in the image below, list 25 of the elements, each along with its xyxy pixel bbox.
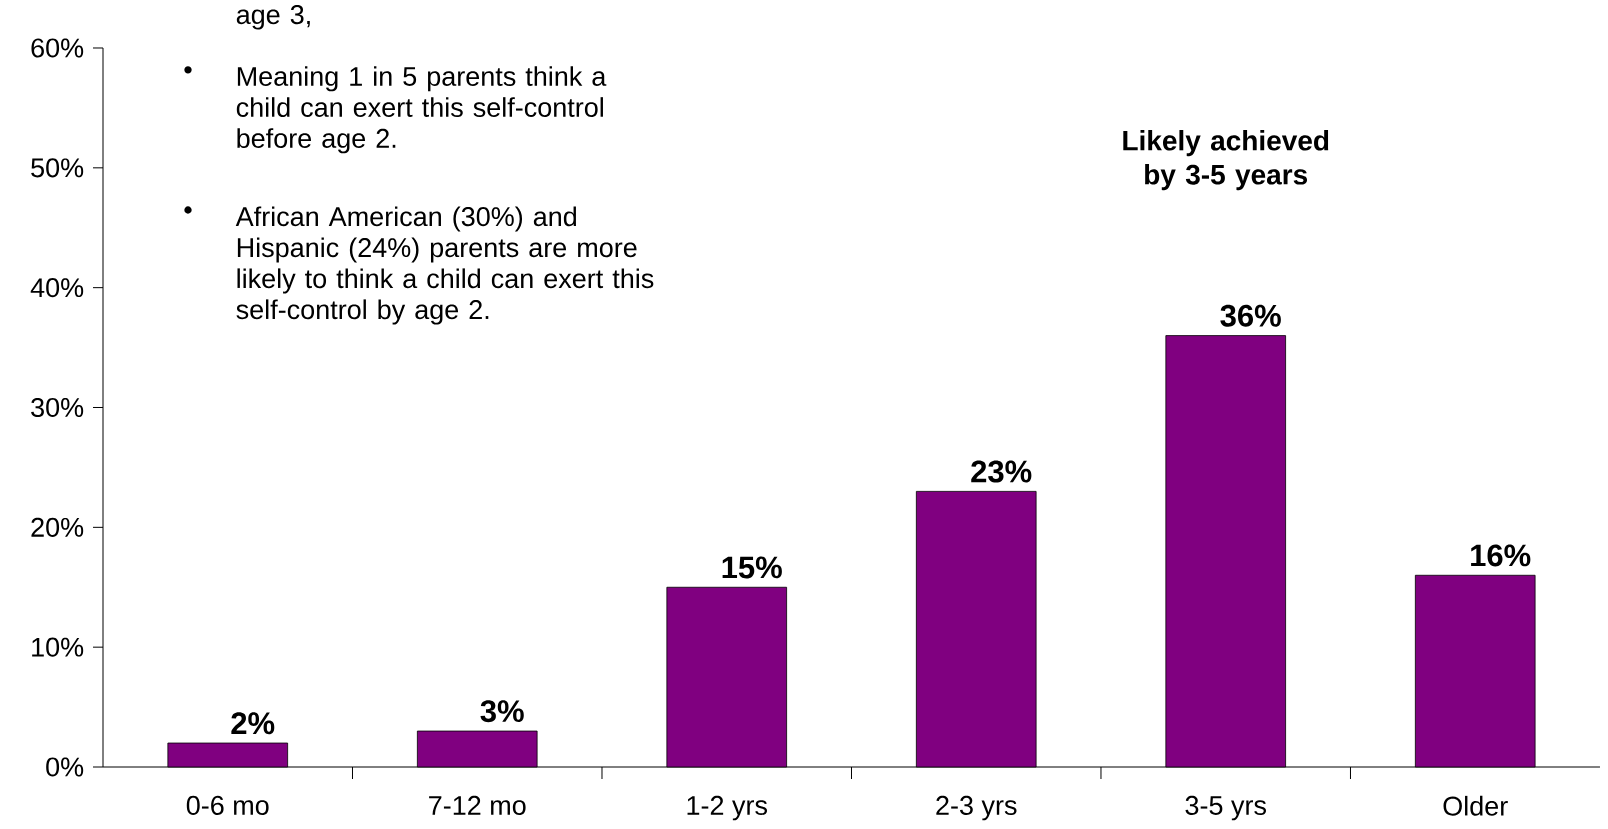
x-tick-label: Older	[1443, 795, 1508, 816]
y-tick-label: 20%	[31, 517, 84, 537]
annotation: Likely achieved by 3-5 years	[1123, 130, 1329, 191]
data-label: 3%	[480, 700, 524, 723]
data-label: 16%	[1471, 544, 1531, 567]
x-tick-label: 0-6 mo	[186, 795, 269, 815]
data-label: 23%	[971, 460, 1032, 483]
data-label: 2%	[231, 712, 275, 735]
x-tick-label: 7-12 mo	[429, 795, 526, 815]
annotation: •	[184, 206, 192, 214]
data-label: 15%	[722, 556, 782, 579]
x-tick-label: 1-2 yrs	[687, 795, 767, 821]
text: age 3,	[236, 5, 310, 30]
y-tick-label: 30%	[31, 397, 84, 418]
x-tick-label: 2-3 yrs	[936, 795, 1017, 821]
y-tick-label: 40%	[30, 278, 84, 298]
y-tick-label: 10%	[32, 637, 84, 657]
x-tick-label: 3-5 yrs	[1185, 795, 1266, 821]
annotation: Meaning 1 in 5 parents think a child can exert this self-control before age 2.	[236, 66, 607, 154]
y-tick-label: 0%	[46, 757, 84, 777]
data-label: 36%	[1220, 304, 1281, 327]
y-tick-label: 60%	[31, 38, 84, 58]
annotation: African American (30%) and Hispanic (24%) parents are more likely to think a child can exert this self-control by age 2.	[235, 206, 654, 325]
annotation: •	[184, 66, 192, 74]
y-tick-label: 50%	[31, 158, 84, 178]
